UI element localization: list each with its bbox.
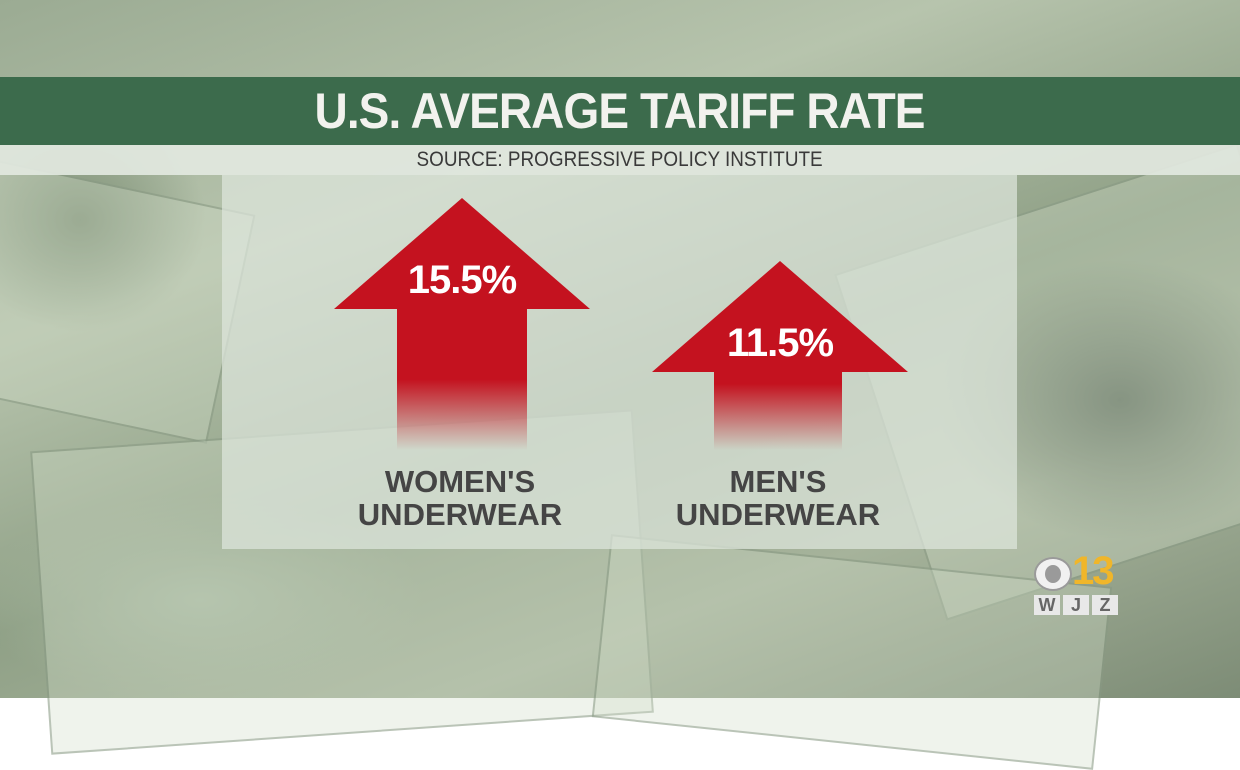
up-arrow-icon — [334, 198, 590, 450]
bar-value: 11.5% — [726, 321, 834, 365]
label-line: MEN'S — [729, 464, 827, 499]
chart-title: U.S. AVERAGE TARIFF RATE — [314, 83, 926, 139]
call-letters: W J Z — [1034, 595, 1118, 615]
call-letter: J — [1063, 595, 1089, 615]
station-logo: 13 W J Z — [1034, 549, 1126, 617]
source-band: SOURCE: PROGRESSIVE POLICY INSTITUTE — [0, 145, 1240, 175]
arrow-bar-mens: 11.5% — [652, 261, 908, 450]
bar-label-mens: MEN'S UNDERWEAR — [658, 465, 898, 531]
chart-source: SOURCE: PROGRESSIVE POLICY INSTITUTE — [416, 148, 824, 171]
bill-image — [0, 160, 256, 444]
label-line: WOMEN'S — [384, 464, 536, 499]
arrow-bar-womens: 15.5% — [334, 198, 590, 450]
title-band: U.S. AVERAGE TARIFF RATE — [0, 77, 1240, 145]
call-letter: Z — [1092, 595, 1118, 615]
call-letter: W — [1034, 595, 1060, 615]
label-line: UNDERWEAR — [675, 497, 881, 532]
bar-value: 15.5% — [407, 258, 517, 302]
bar-label-womens: WOMEN'S UNDERWEAR — [340, 465, 580, 531]
label-line: UNDERWEAR — [357, 497, 563, 532]
channel-number: 13 — [1072, 549, 1114, 593]
up-arrow-icon — [652, 261, 908, 450]
cbs-eye-icon — [1034, 557, 1072, 591]
